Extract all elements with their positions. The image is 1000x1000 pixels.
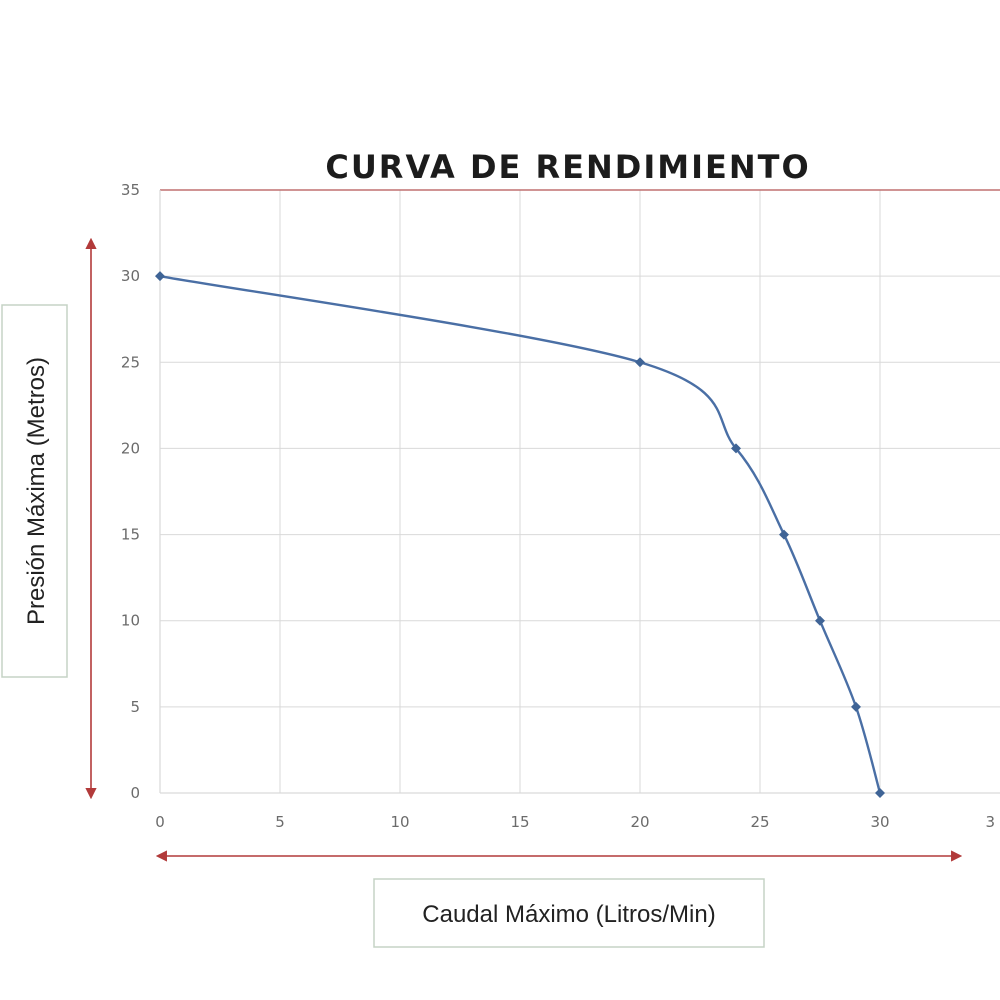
y-tick-label: 25: [121, 353, 140, 371]
plot-frame: [159, 189, 1000, 794]
y-tick-label: 0: [130, 784, 140, 802]
x-tick-label: 5: [275, 813, 285, 831]
x-tick-label: 3: [985, 813, 995, 831]
y-axis-ticks: 0 5 10 15 20 25 30 35: [121, 181, 140, 802]
data-point-marker: [875, 788, 885, 798]
y-tick-label: 30: [121, 267, 140, 285]
x-tick-label: 15: [510, 813, 529, 831]
x-axis-label-box: Caudal Máximo (Litros/Min): [373, 878, 765, 948]
data-point-marker: [815, 615, 825, 626]
series-line: [159, 274, 882, 794]
x-tick-label: 0: [155, 813, 165, 831]
y-axis-label-box: Presión Máxima (Metros): [1, 304, 68, 678]
x-tick-label: 30: [870, 813, 889, 831]
x-tick-label: 20: [630, 813, 649, 831]
data-point-marker: [635, 357, 645, 368]
data-point-marker: [851, 701, 861, 712]
y-tick-label: 15: [121, 526, 140, 544]
data-point-marker: [731, 443, 741, 454]
x-axis-ticks: 0 5 10 15 20 25 30 3: [155, 813, 995, 831]
x-tick-label: 25: [750, 813, 769, 831]
y-tick-label: 10: [121, 612, 140, 630]
x-tick-label: 10: [390, 813, 409, 831]
data-point-marker: [779, 529, 789, 540]
series-markers: [155, 271, 885, 798]
y-tick-label: 5: [130, 698, 140, 716]
chart-title: CURVA DE RENDIMIENTO: [325, 148, 810, 186]
y-tick-label: 20: [121, 439, 140, 457]
grid: [160, 190, 1000, 793]
y-axis-label: Presión Máxima (Metros): [23, 357, 50, 625]
y-tick-label: 35: [121, 181, 140, 199]
data-point-marker: [155, 271, 165, 282]
x-axis-label: Caudal Máximo (Litros/Min): [422, 901, 715, 928]
